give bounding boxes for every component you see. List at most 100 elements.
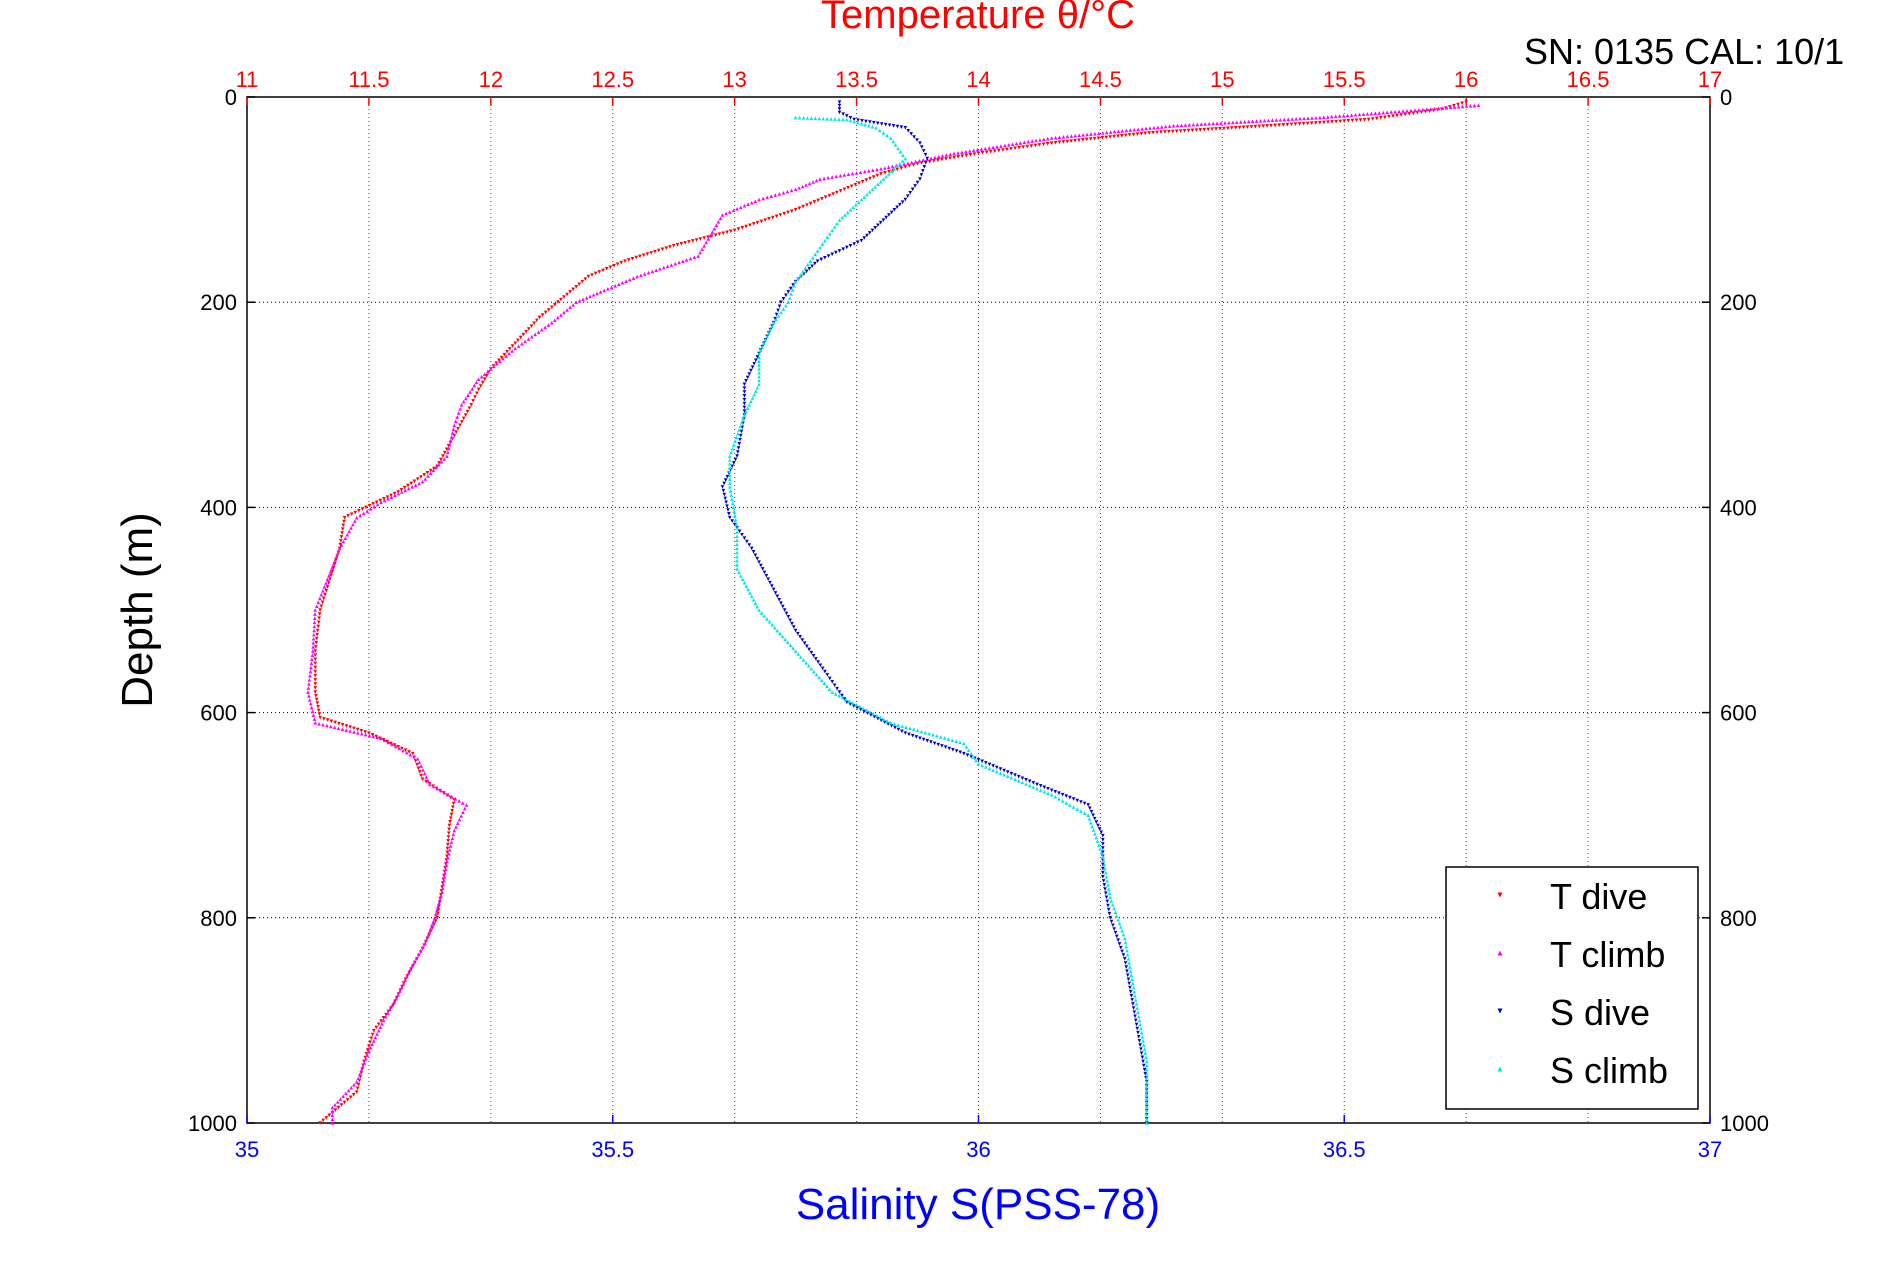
s-climb-point [1143, 1051, 1148, 1056]
t-dive-point [499, 355, 504, 360]
s-dive-point [910, 187, 915, 192]
s-dive-point [721, 488, 726, 493]
t-climb-point [1250, 119, 1255, 124]
s-dive-point [805, 644, 809, 649]
s-climb-point [900, 724, 905, 728]
s-dive-point [940, 744, 944, 748]
s-climb-point [966, 748, 971, 753]
t-climb-point [408, 967, 413, 971]
t-climb-point [406, 486, 411, 491]
t-climb-point [654, 268, 658, 272]
t-dive-point [1163, 130, 1167, 134]
t-climb-point [1077, 133, 1081, 138]
s-dive-point [852, 117, 856, 122]
s-climb-point [727, 454, 732, 458]
t-dive-point [721, 231, 726, 236]
t-climb-point [1065, 134, 1070, 139]
s-climb-point [1057, 796, 1061, 801]
s-dive-point [921, 737, 926, 742]
t-climb-point [1393, 109, 1397, 114]
s-dive-point [742, 409, 747, 414]
t-dive-point [808, 201, 813, 206]
s-dive-point [1119, 945, 1123, 950]
t-dive-point [1120, 133, 1124, 138]
t-dive-point [1249, 125, 1254, 129]
s-climb-point [974, 758, 978, 763]
t-dive-point [702, 236, 706, 240]
t-dive-point [482, 377, 487, 381]
t-dive-point [507, 347, 512, 351]
s-climb-point [727, 481, 732, 485]
t-climb-point [536, 330, 541, 334]
t-dive-point [1309, 121, 1314, 125]
t-dive-point [480, 380, 485, 385]
s-dive-point [912, 135, 916, 139]
s-climb-point [904, 725, 908, 729]
s-dive-point [887, 123, 892, 128]
t-dive-point [425, 470, 430, 475]
t-climb-point [449, 840, 454, 844]
s-climb-point [1098, 846, 1102, 851]
s-dive-point [788, 286, 793, 291]
t-dive-point [422, 473, 426, 477]
s-dive-point [1128, 989, 1133, 994]
s-dive-point [932, 741, 937, 746]
s-dive-point [775, 594, 780, 599]
s-climb-point [1106, 883, 1110, 887]
t-dive-point [782, 211, 786, 216]
s-dive-point [859, 238, 864, 243]
s-dive-point [915, 180, 920, 185]
t-dive-point [879, 172, 883, 176]
t-climb-point [712, 226, 717, 231]
t-climb-point [450, 794, 454, 799]
t-climb-point [362, 1060, 367, 1065]
s-dive-point [730, 519, 735, 523]
t-climb-point [492, 364, 496, 369]
t-climb-point [420, 479, 425, 484]
s-dive-point [837, 110, 842, 115]
t-climb-point [438, 897, 442, 902]
t-climb-point [428, 471, 433, 475]
t-climb-point [1436, 106, 1441, 111]
t-climb-point [359, 731, 364, 736]
s-climb-point [881, 131, 886, 135]
s-dive-point [867, 231, 872, 235]
s-climb-point [806, 262, 810, 267]
t-dive-point [759, 219, 764, 224]
s-dive-point [736, 450, 740, 454]
t-dive-point [371, 1028, 376, 1033]
t-climb-point [1314, 115, 1318, 120]
s-climb-point [744, 584, 749, 588]
t-dive-point [1057, 140, 1062, 145]
t-climb-point [330, 1121, 335, 1125]
t-climb-point [662, 265, 666, 270]
t-dive-point [1045, 141, 1050, 146]
s-dive-point [1107, 911, 1112, 916]
t-dive-point [446, 839, 450, 843]
t-climb-point [422, 771, 427, 776]
t-dive-point [348, 1095, 353, 1100]
t-dive-point [1190, 128, 1195, 133]
t-climb-point [1100, 131, 1105, 135]
t-climb-point [967, 149, 972, 153]
t-climb-point [339, 543, 344, 547]
s-climb-point [969, 751, 973, 756]
t-dive-point [409, 481, 413, 486]
t-climb-point [704, 240, 709, 245]
s-climb-point [801, 116, 806, 120]
s-dive-point [725, 504, 729, 508]
t-dive-point [980, 151, 985, 155]
t-climb-point [466, 393, 470, 397]
s-climb-point [938, 735, 943, 739]
t-climb-point [665, 264, 670, 269]
t-climb-point [507, 351, 511, 356]
t-dive-point [1077, 138, 1081, 143]
t-climb-point [1329, 114, 1334, 119]
t-dive-point [316, 708, 321, 713]
t-climb-point [405, 974, 409, 979]
t-dive-point [1033, 143, 1038, 148]
s-dive-point [823, 255, 827, 260]
t-dive-point [526, 327, 531, 331]
t-dive-point [1464, 100, 1468, 104]
t-dive-point [537, 315, 542, 320]
